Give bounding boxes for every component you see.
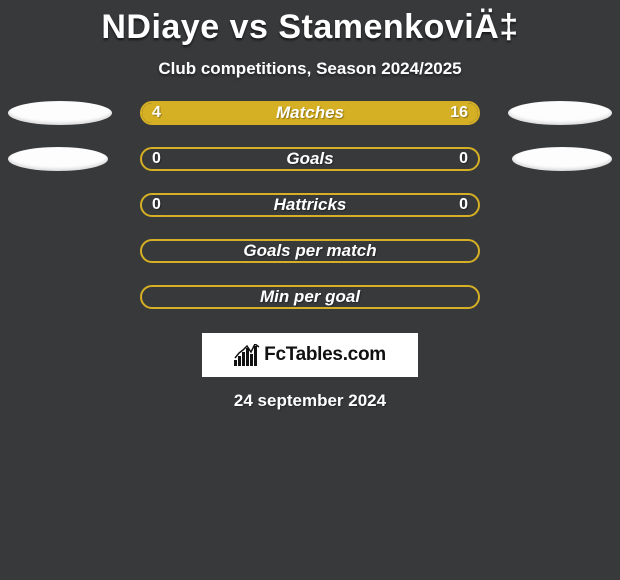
stat-label: Goals per match bbox=[142, 241, 478, 261]
player-right-ellipse bbox=[508, 101, 612, 125]
player-left-ellipse bbox=[8, 101, 112, 125]
page-title: NDiaye vs StamenkoviÄ‡ bbox=[0, 0, 620, 49]
page-subtitle: Club competitions, Season 2024/2025 bbox=[0, 49, 620, 101]
stat-bar: Goals per match bbox=[140, 239, 480, 263]
logo-box: FcTables.com bbox=[202, 333, 418, 377]
stat-row: 00Hattricks bbox=[0, 193, 620, 217]
stat-bar: 00Hattricks bbox=[140, 193, 480, 217]
stat-row: Min per goal bbox=[0, 285, 620, 309]
stat-label: Min per goal bbox=[142, 287, 478, 307]
player-right-ellipse bbox=[512, 147, 612, 171]
stat-row: Goals per match bbox=[0, 239, 620, 263]
stat-bar: Min per goal bbox=[140, 285, 480, 309]
fctables-logo-icon bbox=[234, 344, 260, 366]
stat-row: 00Goals bbox=[0, 147, 620, 171]
stat-bar: 416Matches bbox=[140, 101, 480, 125]
stat-label: Matches bbox=[142, 103, 478, 123]
stat-label: Hattricks bbox=[142, 195, 478, 215]
stat-rows: 416Matches 00Goals 00Hattricks Goals per ma… bbox=[0, 101, 620, 309]
stat-label: Goals bbox=[142, 149, 478, 169]
logo-text: FcTables.com bbox=[264, 344, 386, 366]
stat-bar: 00Goals bbox=[140, 147, 480, 171]
stat-row: 416Matches bbox=[0, 101, 620, 125]
player-left-ellipse bbox=[8, 147, 108, 171]
date-text: 24 september 2024 bbox=[0, 377, 620, 425]
